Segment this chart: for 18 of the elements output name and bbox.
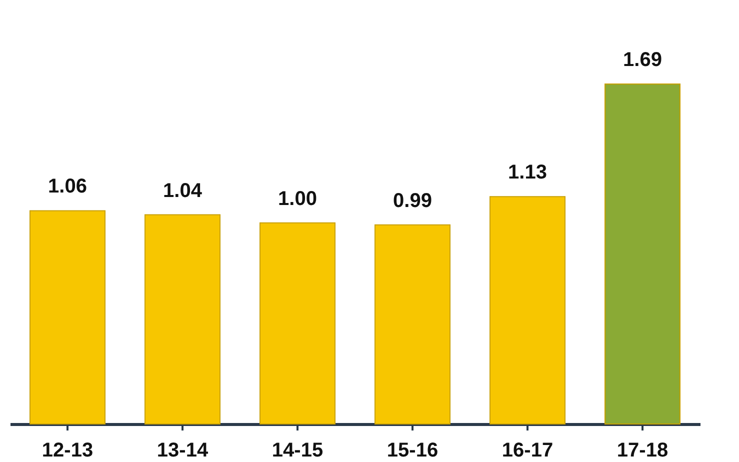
data-label: 1.00 <box>278 188 317 210</box>
bar <box>604 84 680 424</box>
bar <box>30 210 106 424</box>
data-label: 1.13 <box>508 162 547 184</box>
x-tick-label: 17-18 <box>616 440 668 462</box>
bar <box>490 196 566 424</box>
data-label: 1.04 <box>163 180 203 202</box>
x-tick-label: 14-15 <box>272 440 324 462</box>
data-label: 1.69 <box>623 49 662 71</box>
x-tick-label: 15-16 <box>386 440 438 462</box>
data-label: 0.99 <box>393 190 432 212</box>
bar <box>374 224 450 424</box>
x-tick-label: 12-13 <box>42 440 94 462</box>
data-label: 1.06 <box>48 176 87 198</box>
bar <box>260 222 336 424</box>
x-tick-label: 16-17 <box>502 440 554 462</box>
x-tick-label: 13-14 <box>156 440 209 462</box>
bar <box>144 214 220 424</box>
